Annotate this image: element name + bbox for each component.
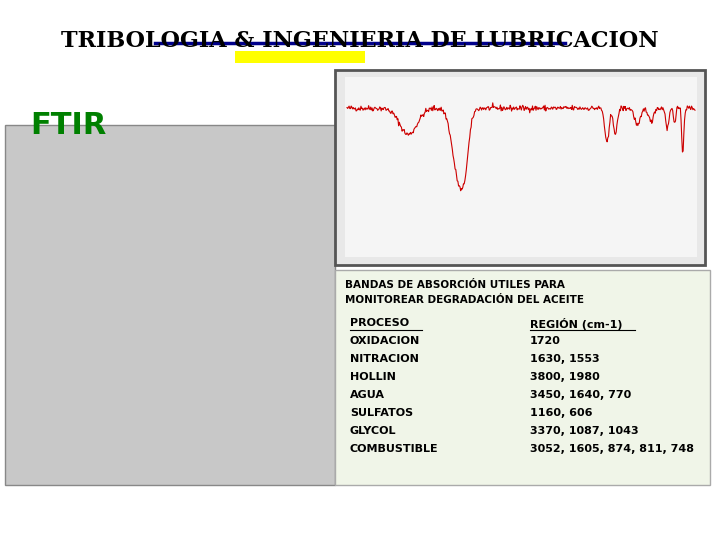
Text: 3450, 1640, 770: 3450, 1640, 770 (530, 390, 631, 400)
Text: GLYCOL: GLYCOL (350, 426, 397, 436)
Text: 3370, 1087, 1043: 3370, 1087, 1043 (530, 426, 639, 436)
Text: HOLLIN: HOLLIN (350, 372, 396, 382)
Text: TRIBOLOGIA & INGENIERIA DE LUBRICACION: TRIBOLOGIA & INGENIERIA DE LUBRICACION (61, 30, 659, 52)
Text: 1630, 1553: 1630, 1553 (530, 354, 600, 364)
Text: PROCESO: PROCESO (350, 318, 409, 328)
FancyBboxPatch shape (345, 77, 697, 257)
Text: SULFATOS: SULFATOS (350, 408, 413, 418)
Text: COMBUSTIBLE: COMBUSTIBLE (350, 444, 438, 454)
FancyBboxPatch shape (235, 51, 365, 63)
Text: BANDAS DE ABSORCIÓN UTILES PARA: BANDAS DE ABSORCIÓN UTILES PARA (345, 280, 565, 290)
Text: AGUA: AGUA (350, 390, 385, 400)
Text: OXIDACION: OXIDACION (350, 336, 420, 346)
FancyBboxPatch shape (335, 270, 710, 485)
Text: 1720: 1720 (530, 336, 561, 346)
Text: FTIR: FTIR (30, 111, 106, 139)
Text: MONITOREAR DEGRADACIÓN DEL ACEITE: MONITOREAR DEGRADACIÓN DEL ACEITE (345, 295, 584, 305)
FancyBboxPatch shape (5, 125, 335, 485)
Text: 1160, 606: 1160, 606 (530, 408, 593, 418)
Text: 3052, 1605, 874, 811, 748: 3052, 1605, 874, 811, 748 (530, 444, 694, 454)
Text: NITRACION: NITRACION (350, 354, 419, 364)
FancyBboxPatch shape (335, 70, 705, 265)
Text: 3800, 1980: 3800, 1980 (530, 372, 600, 382)
Text: REGIÓN (cm-1): REGIÓN (cm-1) (530, 318, 623, 330)
